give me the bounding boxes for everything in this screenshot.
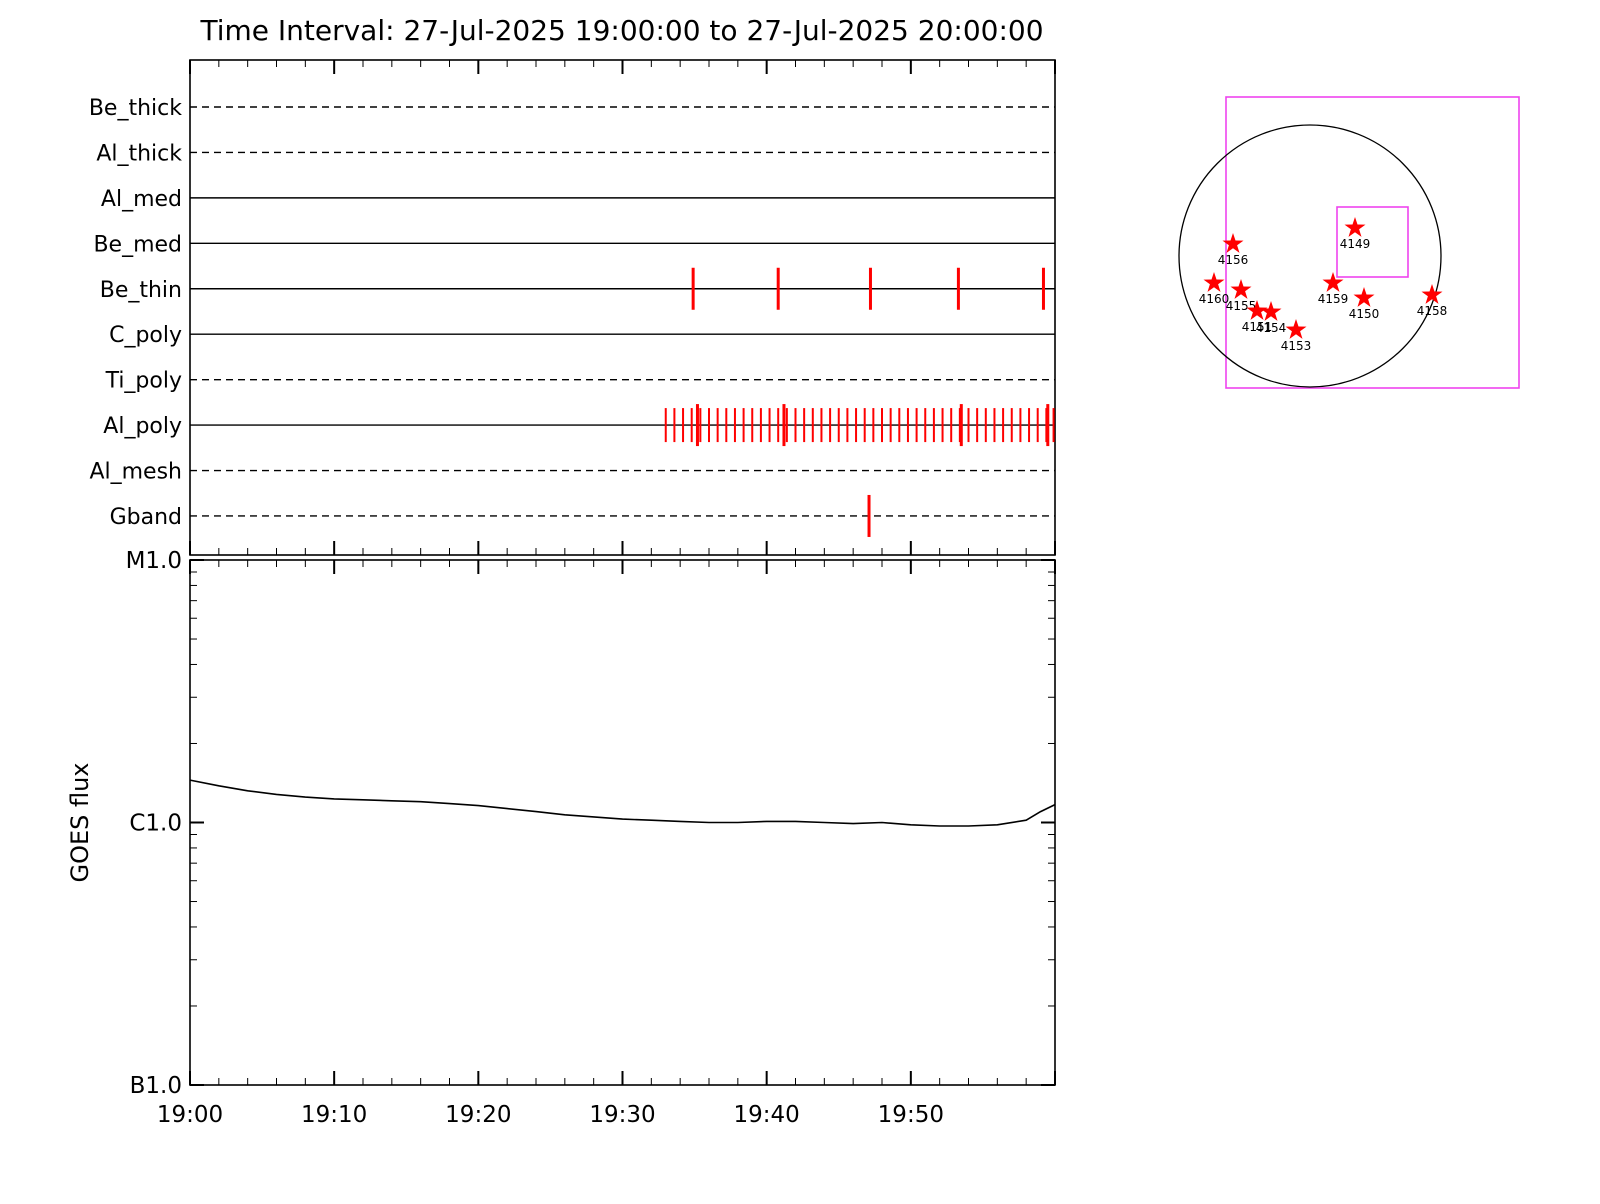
target-box <box>1336 206 1409 278</box>
region-label-4150: 4150 <box>1349 307 1380 321</box>
region-star-4160 <box>1203 272 1225 292</box>
x-tick-label-19:10: 19:10 <box>301 1102 367 1128</box>
channel-label-Al_mesh: Al_mesh <box>89 460 182 485</box>
channel-label-Be_med: Be_med <box>93 232 182 257</box>
solar-limb <box>1178 124 1442 388</box>
region-label-4159: 4159 <box>1318 292 1349 306</box>
region-star-4155 <box>1230 279 1252 299</box>
region-label-4151: 4151 <box>1242 320 1273 334</box>
region-star-4153 <box>1285 319 1307 339</box>
channel-label-Al_poly: Al_poly <box>103 414 182 439</box>
y-tick-label-B1.0: B1.0 <box>130 1073 182 1099</box>
channel-label-Be_thick: Be_thick <box>89 96 182 121</box>
region-star-4159 <box>1322 272 1344 292</box>
x-tick-label-19:20: 19:20 <box>445 1102 511 1128</box>
goes-flux-panel: 19:00 19:10 19:20 19:30 19:40 19:50 B1.0 C1.0 M1… <box>66 548 1056 1128</box>
filter-timeline-panel: Be_thick Al_thick Al_med Be_med Be_thin C_pol… <box>89 59 1056 556</box>
goes-flux-curve <box>189 779 1056 827</box>
y-tick-label-C1.0: C1.0 <box>129 811 182 837</box>
region-label-4156: 4156 <box>1218 253 1249 267</box>
region-label-4153: 4153 <box>1281 339 1312 353</box>
region-star-4156 <box>1222 233 1244 253</box>
channel-label-Gband: Gband <box>110 505 182 530</box>
channel-label-Be_thin: Be_thin <box>100 278 182 303</box>
region-label-4154: 4154 <box>1256 321 1287 335</box>
region-label-4149: 4149 <box>1340 237 1371 251</box>
region-label-4160: 4160 <box>1199 292 1230 306</box>
region-label-4158: 4158 <box>1417 304 1448 318</box>
x-tick-label-19:30: 19:30 <box>589 1102 655 1128</box>
x-tick-label-19:50: 19:50 <box>878 1102 944 1128</box>
y-tick-label-M1.0: M1.0 <box>126 548 182 574</box>
region-label-4155: 4155 <box>1226 299 1257 313</box>
channel-label-Al_thick: Al_thick <box>96 141 182 166</box>
channel-label-Al_med: Al_med <box>101 187 182 212</box>
region-star-4149 <box>1344 217 1366 237</box>
chart-title: Time Interval: 27-Jul-2025 19:00:00 to 2… <box>199 14 1043 47</box>
region-star-4150 <box>1353 287 1375 307</box>
region-star-4154 <box>1260 301 1282 321</box>
goes-frame <box>189 559 1056 1086</box>
x-tick-label-19:40: 19:40 <box>734 1102 800 1128</box>
x-tick-label-19:00: 19:00 <box>157 1102 223 1128</box>
goes-ylabel: GOES flux <box>66 762 94 882</box>
region-star-4151 <box>1246 300 1268 320</box>
channel-label-C_poly: C_poly <box>109 323 182 348</box>
region-star-4158 <box>1421 284 1443 304</box>
channel-label-Ti_poly: Ti_poly <box>105 369 182 394</box>
timeline-frame <box>189 59 1056 556</box>
